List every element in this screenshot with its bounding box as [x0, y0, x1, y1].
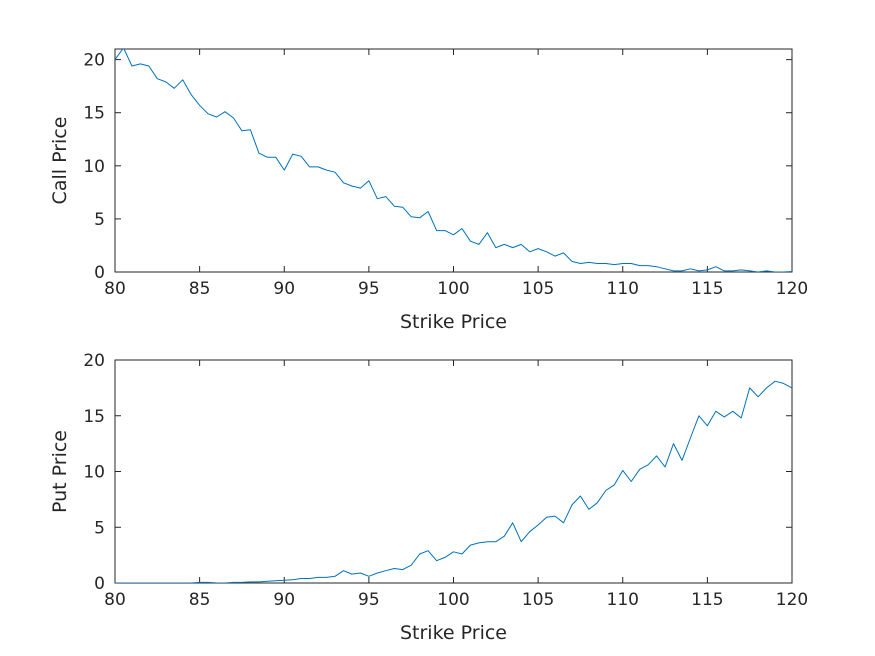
put-x-axis-label: Strike Price: [400, 622, 507, 644]
call-y-tick-label: 0: [94, 263, 105, 283]
put-x-tick-label: 95: [358, 590, 380, 610]
put-x-tick-label: 110: [607, 590, 639, 610]
put-price-line: [115, 380, 792, 583]
call-x-tick-label: 115: [691, 279, 723, 299]
call-x-axis-label: Strike Price: [400, 311, 507, 333]
put-y-tick-label: 15: [83, 407, 105, 427]
put-price-subplot: 80 85 90 95 100 105 110 115 120 0 5 10 15 20 Strike Pr…: [49, 351, 808, 644]
put-y-tick-label: 5: [94, 518, 105, 538]
call-x-tick-label: 105: [522, 279, 554, 299]
call-y-tick-label: 10: [83, 157, 105, 177]
call-x-tick-label: 100: [437, 279, 469, 299]
put-y-tick-label: 10: [83, 463, 105, 483]
call-y-axis-label: Call Price: [49, 117, 71, 205]
call-x-tick-label: 80: [104, 279, 126, 299]
call-x-tick-label: 120: [776, 279, 808, 299]
call-x-tick-label: 110: [607, 279, 639, 299]
call-price-subplot: 80 85 90 95 100 105 110 115 120 0 5 10 15 20 Strike Pr…: [49, 48, 808, 333]
put-x-tick-label: 85: [189, 590, 211, 610]
put-x-tick-label: 120: [776, 590, 808, 610]
call-x-tick-label: 90: [273, 279, 295, 299]
put-x-tick-label: 90: [273, 590, 295, 610]
put-x-tick-label: 105: [522, 590, 554, 610]
call-axes-box: [114, 48, 793, 273]
call-y-tick-label: 15: [83, 104, 105, 124]
put-x-tick-label: 80: [104, 590, 126, 610]
put-axes-box: [114, 359, 793, 584]
call-x-tick-label: 95: [358, 279, 380, 299]
put-y-tick-label: 20: [83, 351, 105, 371]
put-x-tick-label: 100: [437, 590, 469, 610]
call-y-tick-label: 5: [94, 210, 105, 230]
call-x-tick-label: 85: [189, 279, 211, 299]
call-y-tick-label: 20: [83, 51, 105, 71]
call-price-line: [115, 49, 792, 272]
put-y-axis-label: Put Price: [49, 430, 71, 513]
put-y-tick-label: 0: [94, 574, 105, 594]
put-x-tick-label: 115: [691, 590, 723, 610]
